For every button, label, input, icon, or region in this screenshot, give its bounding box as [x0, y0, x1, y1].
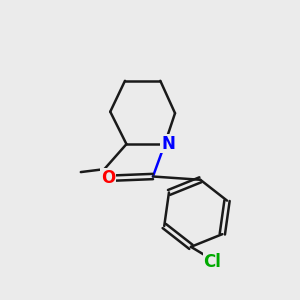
Text: N: N — [161, 134, 175, 152]
Text: Cl: Cl — [203, 253, 221, 271]
Text: O: O — [101, 169, 115, 187]
